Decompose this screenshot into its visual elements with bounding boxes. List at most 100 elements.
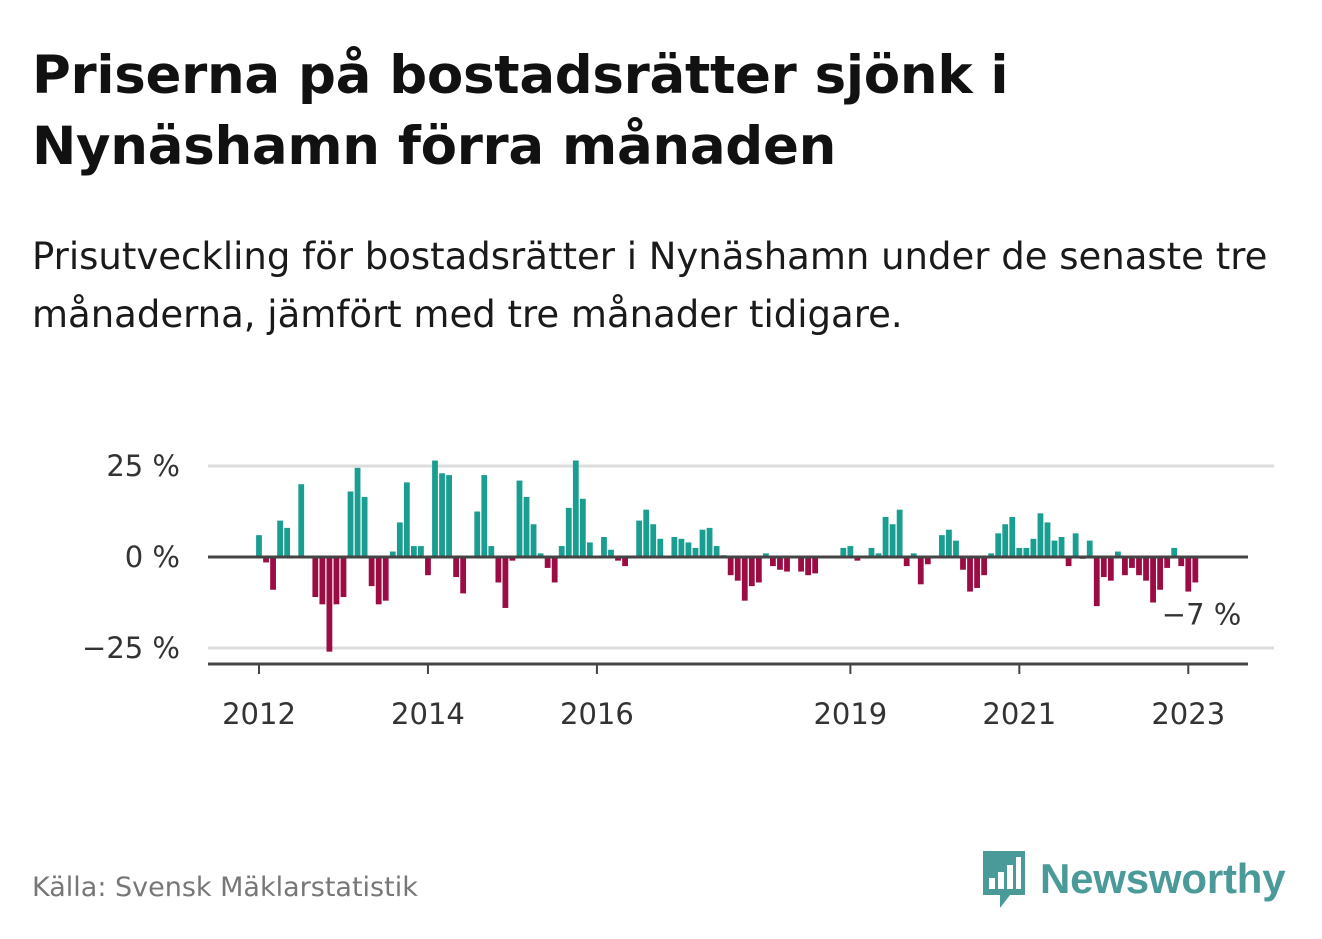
bar [1023,547,1030,557]
bar [643,509,650,557]
bar [988,553,995,557]
bar [1037,513,1044,557]
bar [544,557,551,568]
bar [748,557,755,587]
bar [910,553,917,557]
bar [326,557,333,652]
bar [1051,540,1058,557]
bar [537,553,544,557]
bar [319,557,326,605]
bar [798,557,804,572]
bar [333,557,340,605]
bar [516,480,523,557]
bar [410,546,417,557]
bar [636,520,643,557]
bar [368,557,375,587]
brand-name: Newsworthy [1040,855,1286,902]
brand-logo: Newsworthy [980,848,1286,910]
bar [1065,557,1072,567]
bar [706,527,713,557]
bar [1086,540,1093,557]
bar [460,557,467,594]
x-tick-label: 2019 [813,697,887,731]
chart-subtitle: Prisutveckling för bostadsrätter i Nynäs… [32,235,1268,336]
bar [917,557,924,585]
x-tick-label: 2014 [391,697,465,731]
bar [840,547,847,557]
bar [446,475,452,557]
bar [495,557,502,583]
bar [762,553,769,557]
bar [734,557,741,581]
bar [298,484,305,557]
bar [615,557,621,561]
bar [1164,557,1171,568]
bar [981,557,988,576]
bar [579,498,586,557]
chart-title: Priserna på bostadsrätter sjönk i Nynäsh… [32,45,1009,177]
bar [741,557,748,601]
bar [572,460,579,557]
bar [1178,557,1185,567]
bar [1136,557,1142,576]
bar [889,524,896,557]
bar [558,546,565,557]
bar [375,557,382,605]
bar [601,536,607,557]
bar-chart-speech-bubble-icon [983,851,1025,908]
bar [551,557,558,583]
bar [882,516,889,557]
bar [678,538,685,557]
bar [1002,524,1009,557]
bar [425,557,431,576]
bar [924,557,931,565]
bar [284,527,291,557]
bar [1030,538,1037,557]
bar [699,529,706,557]
bar [896,509,903,557]
y-tick-label: 0 % [125,540,180,574]
x-tick-label: 2012 [222,697,296,731]
bar [777,557,783,570]
x-tick-label: 2016 [560,697,634,731]
bar [812,557,819,574]
bar [608,549,614,557]
bar [847,546,854,557]
bar [1171,547,1178,557]
bar [523,496,530,557]
bar [347,491,354,557]
bar [1185,557,1192,592]
bar [1192,557,1199,583]
last-value-label: −7 % [1162,597,1242,631]
bar [432,460,438,557]
y-tick-label: 25 % [106,449,180,483]
bar [946,529,952,557]
x-tick-label: 2023 [1151,697,1225,731]
x-tick-label: 2021 [982,697,1056,731]
bar [263,557,269,563]
bar [650,524,657,557]
bar [509,557,516,561]
bar [854,557,861,561]
bar [453,557,460,578]
bar [382,557,389,601]
bar [340,557,347,598]
bar [361,496,368,557]
bar [903,557,910,567]
source-note: Källa: Svensk Mäklarstatistik [32,872,418,903]
bar [784,557,790,572]
bar [389,551,396,557]
bar [953,540,959,557]
bar [502,557,509,608]
bar [312,557,319,598]
bar [1072,533,1079,557]
bar [1157,557,1164,590]
bar [622,557,628,567]
bar [755,557,762,583]
bar [481,475,488,557]
bar [685,542,692,557]
bar [418,546,424,557]
bar [1143,557,1149,581]
bar [270,557,276,590]
bar [565,507,572,557]
